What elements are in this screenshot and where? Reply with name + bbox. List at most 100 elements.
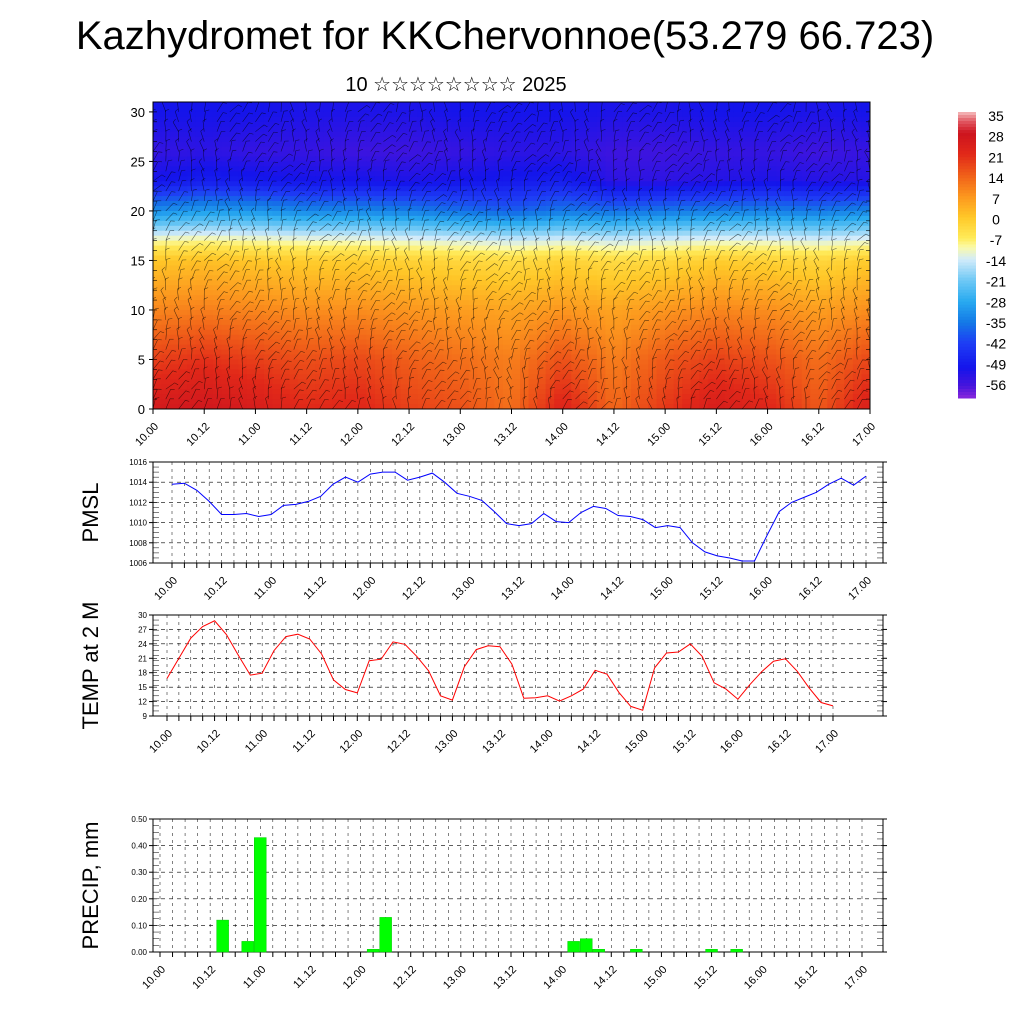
temperature-cell [776, 255, 786, 262]
temperature-cell [631, 374, 641, 380]
temperature-cell [315, 314, 325, 321]
temperature-cell [204, 394, 214, 400]
temperature-cell [707, 344, 717, 351]
temperature-cell [656, 215, 666, 222]
temperature-cell [622, 171, 632, 177]
temperature-cell [161, 374, 171, 380]
temperature-cell [229, 379, 239, 385]
temperature-cell [349, 186, 359, 192]
temperature-cell [741, 399, 752, 405]
temperature-cell [673, 181, 683, 187]
temperature-cell [204, 270, 214, 276]
temperature-cell [170, 349, 180, 356]
temperature-cell [776, 161, 786, 167]
temperature-cell [682, 384, 692, 390]
temperature-cell [357, 210, 367, 217]
temperature-cell [793, 374, 803, 380]
temperature-cell [170, 300, 180, 306]
temperature-cell [801, 349, 811, 356]
temperature-cell [426, 161, 436, 167]
temperature-cell [460, 260, 470, 266]
temperature-cell [187, 344, 197, 351]
temperature-cell [801, 230, 811, 237]
temperature-cell [221, 339, 231, 346]
temperature-cell [485, 314, 496, 321]
temperature-cell [229, 220, 239, 227]
temperature-cell [656, 334, 666, 341]
temperature-cell [170, 270, 180, 276]
temperature-cell [707, 215, 717, 222]
temperature-cell [349, 270, 359, 276]
temperature-cell [161, 205, 171, 212]
temperature-cell [639, 329, 649, 336]
temperature-cell [724, 339, 735, 346]
temperature-cell [528, 250, 538, 257]
temperature-cell [178, 181, 188, 187]
temperature-cell [443, 220, 453, 227]
temperature-cell [349, 305, 359, 311]
temperature-cell [750, 220, 760, 227]
temperature-cell [443, 171, 453, 177]
temperature-cell [554, 131, 564, 138]
temperature-cell [263, 166, 274, 172]
temperature-cell [460, 314, 470, 321]
temperature-cell [537, 394, 547, 400]
temperature-cell [562, 161, 572, 167]
temperature-cell [810, 141, 820, 148]
temperature-cell [383, 131, 393, 138]
temperature-cell [400, 201, 410, 207]
temperature-cell [281, 344, 291, 351]
temperature-cell [289, 384, 299, 390]
temperature-cell [392, 102, 402, 108]
temperature-cell [733, 329, 743, 336]
temperature-cell [281, 171, 291, 177]
temperature-cell [417, 220, 427, 227]
temperature-cell [605, 349, 615, 356]
temperature-cell [690, 141, 700, 148]
temperature-cell [366, 106, 376, 113]
temperature-cell [682, 314, 692, 321]
temperature-cell [161, 215, 171, 222]
temperature-cell [673, 344, 683, 351]
temperature-cell [212, 369, 222, 375]
temperature-cell [502, 215, 513, 222]
temperature-cell [648, 394, 658, 400]
temperature-cell [229, 121, 239, 128]
temperature-cell [801, 364, 811, 370]
temperature-cell [656, 265, 666, 271]
temperature-cell [281, 399, 291, 405]
temperature-cell [263, 349, 274, 356]
temperature-cell [579, 136, 589, 143]
temperature-cell [554, 171, 564, 177]
temperature-cell [554, 121, 564, 128]
temperature-cell [212, 265, 222, 271]
temperature-cell [477, 146, 487, 153]
temperature-cell [741, 319, 752, 326]
temperature-cell [520, 240, 530, 247]
temperature-cell [161, 181, 171, 187]
temperature-cell [187, 374, 197, 380]
temperature-cell [605, 255, 615, 262]
temperature-cell [733, 186, 743, 192]
temperature-cell [195, 151, 205, 158]
temperature-cell [357, 379, 367, 385]
temperature-cell [374, 235, 385, 242]
temperature-cell [246, 295, 257, 301]
temperature-cell [357, 141, 367, 148]
temperature-cell [562, 166, 572, 172]
temperature-cell [323, 339, 333, 346]
temperature-cell [579, 354, 589, 361]
temperature-cell [690, 354, 700, 361]
temperature-cell [383, 136, 393, 143]
temperature-cell [741, 364, 752, 370]
temperature-cell [357, 255, 367, 262]
temperature-cell [400, 364, 410, 370]
temperature-cell [673, 260, 683, 266]
temperature-cell [673, 359, 683, 366]
temperature-cell [272, 364, 282, 370]
temperature-cell [434, 329, 444, 336]
temperature-cell [434, 250, 444, 257]
temperature-cell [716, 305, 726, 311]
temperature-cell [520, 121, 530, 128]
temperature-cell [153, 230, 163, 237]
